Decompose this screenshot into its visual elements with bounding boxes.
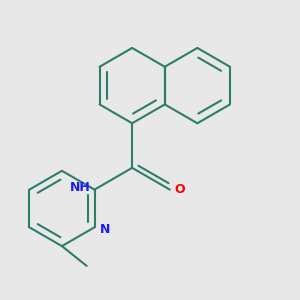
Text: N: N (100, 223, 110, 236)
Text: NH: NH (70, 181, 91, 194)
Text: O: O (175, 183, 185, 196)
